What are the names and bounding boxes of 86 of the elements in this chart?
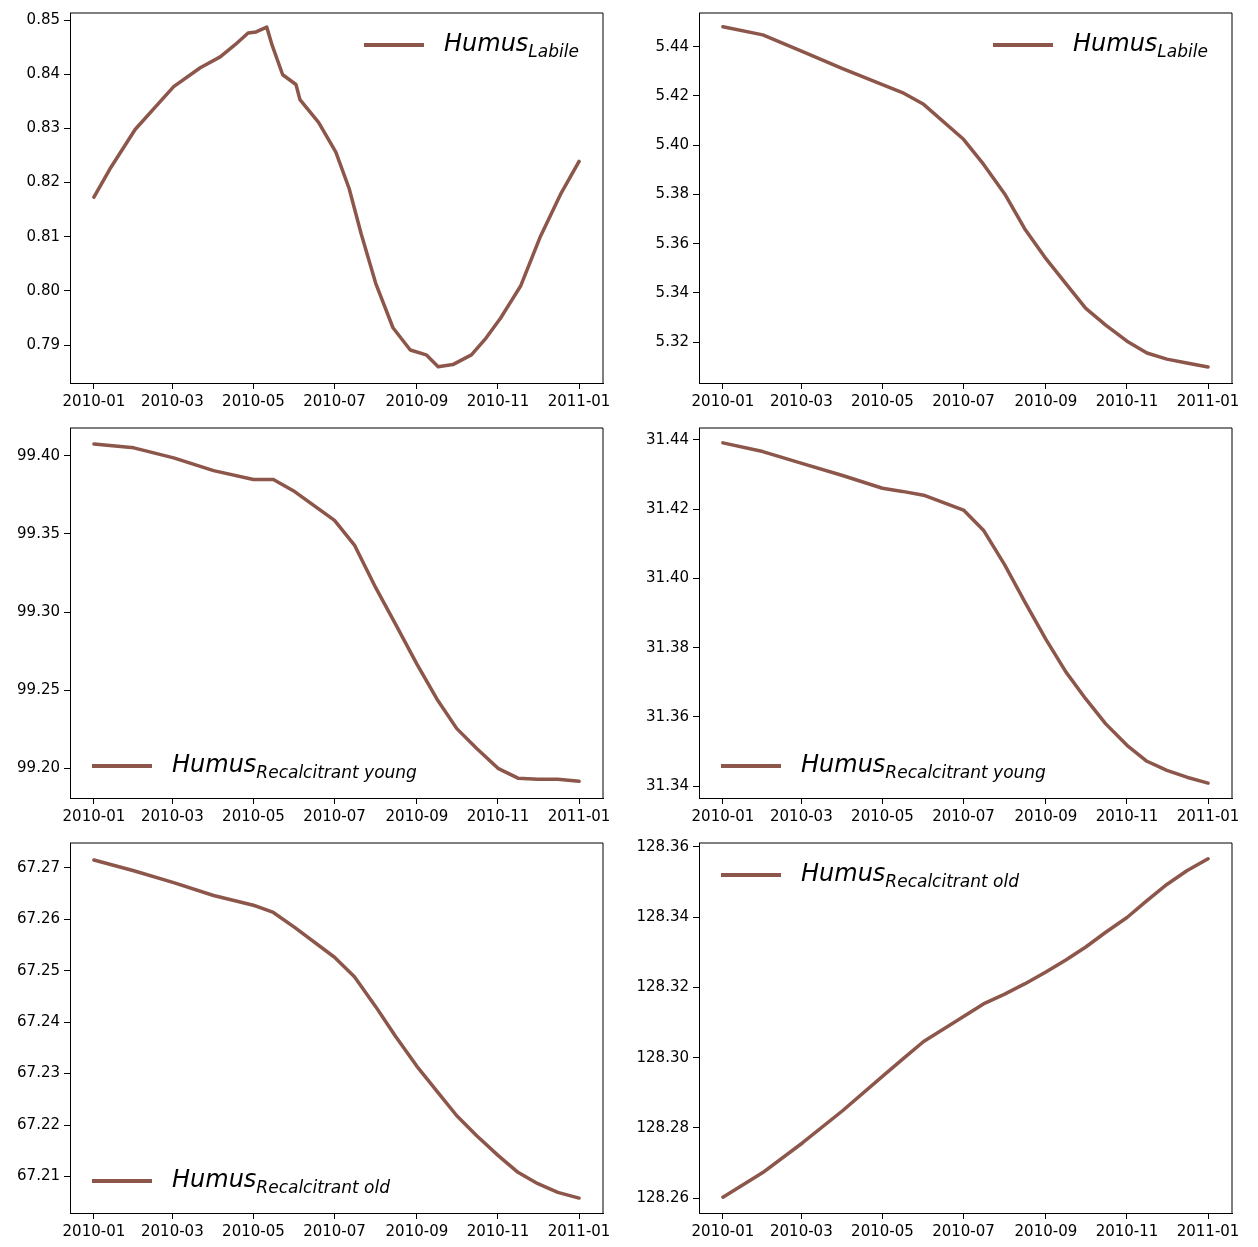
y-tick-label: 128.36: [636, 836, 689, 855]
x-tick-label: 2010-05: [222, 1221, 285, 1240]
x-tick-label: 2010-05: [222, 806, 285, 825]
x-tick-label: 2010-07: [932, 806, 995, 825]
x-tick-label: 2010-07: [303, 1221, 366, 1240]
y-tick-label: 67.22: [17, 1114, 60, 1133]
y-tick-label: 31.36: [646, 706, 689, 725]
y-tick-label: 5.34: [655, 282, 689, 301]
x-tick-label: 2010-09: [385, 1221, 449, 1240]
x-tick-label: 2011-01: [1176, 806, 1240, 825]
x-tick-label: 2010-03: [770, 391, 833, 410]
x-tick-label: 2010-09: [385, 806, 449, 825]
y-tick-label: 31.38: [646, 637, 689, 656]
y-tick-label: 0.83: [26, 118, 60, 137]
x-tick-label: 2011-01: [1176, 1221, 1240, 1240]
y-tick-label: 67.21: [17, 1166, 60, 1185]
x-tick-label: 2011-01: [547, 806, 611, 825]
x-tick-label: 2010-01: [691, 1221, 755, 1240]
y-tick-label: 67.27: [17, 857, 60, 876]
x-tick-label: 2010-09: [1014, 391, 1078, 410]
legend-label: Humus$_{Recalcitrant old}$: [801, 859, 1020, 891]
x-tick-label: 2010-07: [932, 391, 995, 410]
x-tick-label: 2011-01: [547, 1221, 611, 1240]
y-tick-label: 0.81: [26, 226, 60, 245]
y-tick-label: 67.23: [17, 1063, 60, 1082]
y-tick-label: 128.26: [636, 1188, 689, 1207]
y-tick-label: 5.36: [655, 233, 689, 252]
y-tick-label: 99.30: [17, 601, 60, 620]
x-tick-label: 2010-05: [222, 391, 285, 410]
legend-label: Humus$_{Recalcitrant young}$: [801, 750, 1046, 782]
y-tick-label: 0.79: [26, 334, 60, 353]
legend-label: Humus$_{Recalcitrant old}$: [172, 1165, 391, 1197]
x-tick-label: 2010-03: [770, 1221, 833, 1240]
legend-label: Humus$_{Labile}$: [444, 29, 579, 61]
x-tick-label: 2010-01: [62, 1221, 126, 1240]
y-tick-label: 31.34: [646, 776, 689, 795]
y-tick-label: 0.84: [26, 64, 60, 83]
y-tick-label: 5.44: [655, 36, 689, 55]
x-tick-label: 2010-09: [385, 391, 449, 410]
x-tick-label: 2010-11: [1095, 1221, 1159, 1240]
y-tick-label: 31.42: [646, 498, 689, 517]
y-tick-label: 99.40: [17, 445, 60, 464]
x-tick-label: 2010-01: [62, 391, 126, 410]
legend-label: Humus$_{Recalcitrant young}$: [172, 750, 417, 782]
x-tick-label: 2010-07: [303, 806, 366, 825]
y-tick-label: 5.40: [655, 135, 689, 154]
x-tick-label: 2010-11: [466, 391, 530, 410]
y-tick-label: 0.85: [26, 9, 60, 28]
y-tick-label: 31.44: [646, 429, 689, 448]
legend-label: Humus$_{Labile}$: [1073, 29, 1208, 61]
x-tick-label: 2010-03: [770, 806, 833, 825]
x-tick-label: 2010-01: [691, 806, 755, 825]
y-tick-label: 67.24: [17, 1011, 60, 1030]
y-tick-label: 5.38: [655, 184, 689, 203]
x-tick-label: 2010-11: [1095, 391, 1159, 410]
y-tick-label: 99.25: [17, 680, 60, 699]
y-tick-label: 128.28: [636, 1117, 689, 1136]
y-tick-label: 128.34: [636, 907, 689, 926]
x-tick-label: 2011-01: [1176, 391, 1240, 410]
x-tick-label: 2010-01: [62, 806, 126, 825]
x-tick-label: 2010-11: [466, 806, 530, 825]
x-tick-label: 2010-09: [1014, 806, 1078, 825]
x-tick-label: 2010-11: [466, 1221, 530, 1240]
x-tick-label: 2010-03: [141, 806, 204, 825]
y-tick-label: 128.30: [636, 1047, 689, 1066]
y-tick-label: 0.80: [26, 280, 60, 299]
x-tick-label: 2010-05: [851, 806, 914, 825]
x-tick-label: 2010-07: [303, 391, 366, 410]
x-tick-label: 2010-05: [851, 1221, 914, 1240]
x-tick-label: 2010-03: [141, 391, 204, 410]
y-tick-label: 31.40: [646, 568, 689, 587]
x-tick-label: 2010-11: [1095, 806, 1159, 825]
x-tick-label: 2010-05: [851, 391, 914, 410]
x-tick-label: 2010-09: [1014, 1221, 1078, 1240]
x-tick-label: 2010-03: [141, 1221, 204, 1240]
y-tick-label: 99.35: [17, 523, 60, 542]
x-tick-label: 2010-07: [932, 1221, 995, 1240]
x-tick-label: 2011-01: [547, 391, 611, 410]
y-tick-label: 99.20: [17, 758, 60, 777]
y-tick-label: 5.42: [655, 85, 689, 104]
y-tick-label: 5.32: [655, 332, 689, 351]
y-tick-label: 67.26: [17, 909, 60, 928]
y-tick-label: 67.25: [17, 960, 60, 979]
y-tick-label: 0.82: [26, 172, 60, 191]
x-tick-label: 2010-01: [691, 391, 755, 410]
y-tick-label: 128.32: [636, 977, 689, 996]
